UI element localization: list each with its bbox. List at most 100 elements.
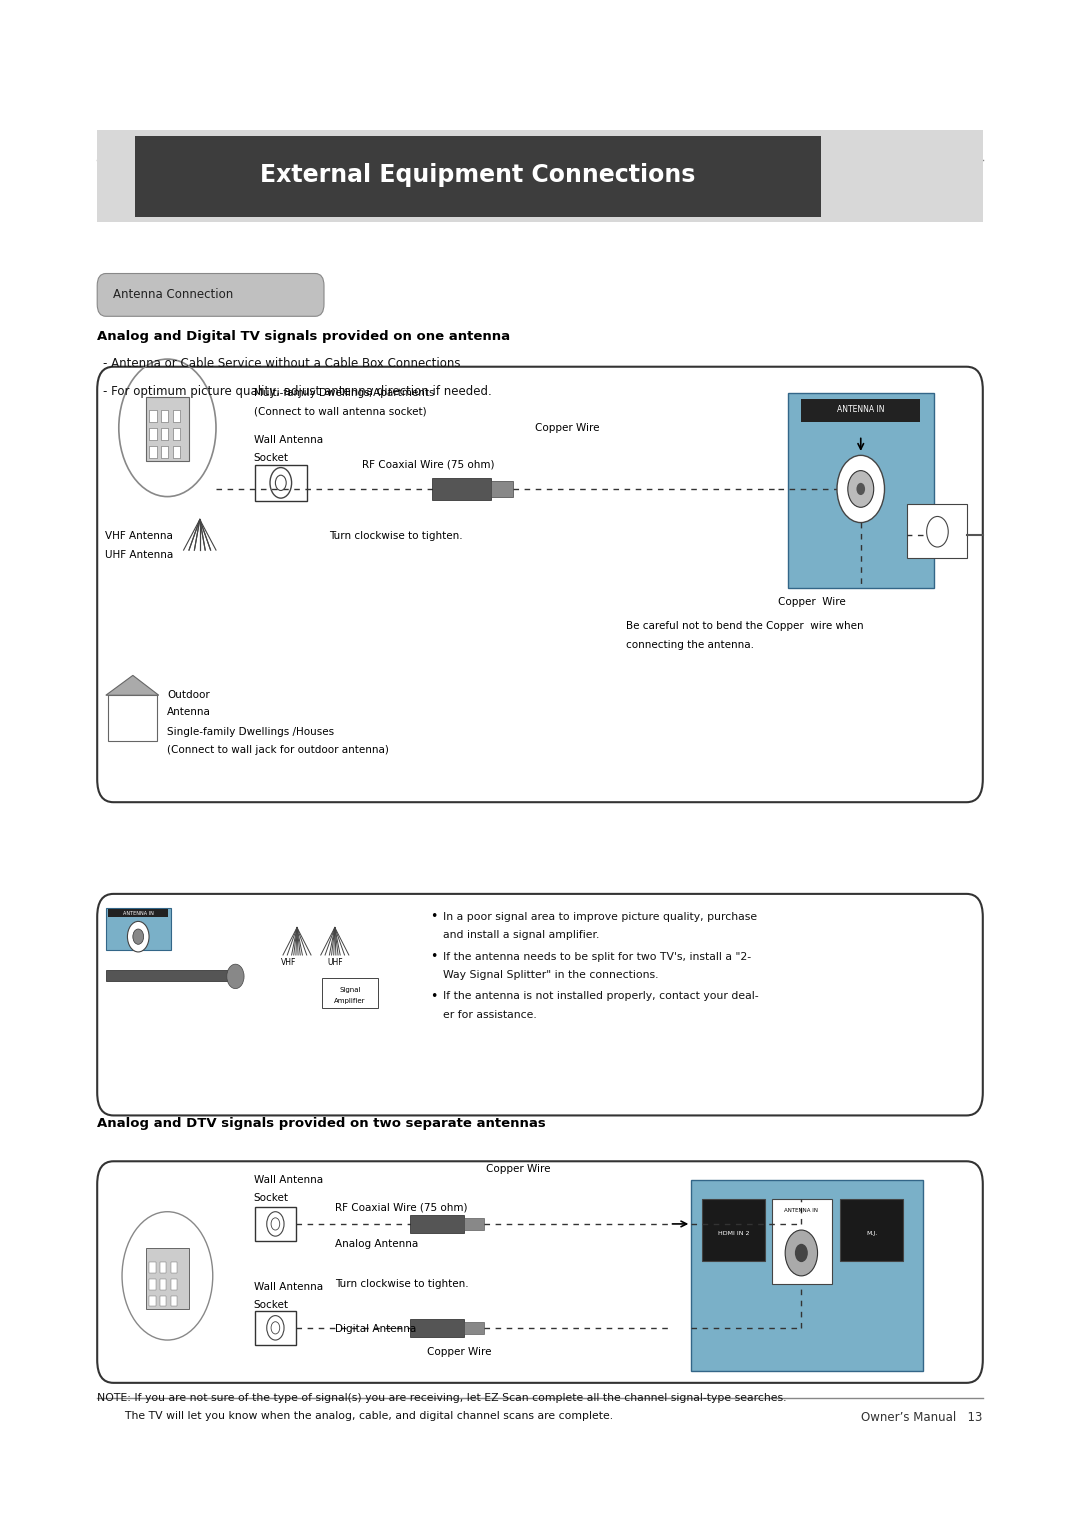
Circle shape xyxy=(785,1230,818,1276)
Text: RF Coaxial Wire (75 ohm): RF Coaxial Wire (75 ohm) xyxy=(362,460,495,469)
Text: Way Signal Splitter" in the connections.: Way Signal Splitter" in the connections. xyxy=(443,970,659,979)
Text: If the antenna is not installed properly, contact your deal-: If the antenna is not installed properly… xyxy=(443,992,758,1001)
Bar xyxy=(432,478,491,500)
Circle shape xyxy=(227,964,244,989)
Bar xyxy=(840,1199,903,1261)
Bar xyxy=(702,1199,765,1261)
Bar xyxy=(146,397,189,461)
Bar xyxy=(171,1279,177,1290)
Polygon shape xyxy=(106,675,159,695)
Text: The TV will let you know when the analog, cable, and digital channel scans are c: The TV will let you know when the analog… xyxy=(97,1412,613,1421)
Text: UHF: UHF xyxy=(327,958,342,967)
Bar xyxy=(171,1296,177,1306)
Bar xyxy=(691,1180,923,1371)
Bar xyxy=(160,1262,166,1273)
Text: RF Coaxial Wire (75 ohm): RF Coaxial Wire (75 ohm) xyxy=(335,1203,468,1212)
Text: Digital Antenna: Digital Antenna xyxy=(335,1325,416,1334)
Text: External Equipment Connections: External Equipment Connections xyxy=(259,163,696,186)
Text: ANTENNA IN: ANTENNA IN xyxy=(837,405,885,414)
Text: connecting the antenna.: connecting the antenna. xyxy=(626,640,755,649)
Circle shape xyxy=(795,1244,808,1262)
Text: Turn clockwise to tighten.: Turn clockwise to tighten. xyxy=(329,532,463,541)
FancyBboxPatch shape xyxy=(97,274,324,316)
Text: Copper Wire: Copper Wire xyxy=(535,423,599,432)
Circle shape xyxy=(837,455,885,523)
Text: Antenna Connection: Antenna Connection xyxy=(113,289,233,301)
Bar xyxy=(146,1248,189,1309)
Text: Analog and Digital TV signals provided on one antenna: Analog and Digital TV signals provided o… xyxy=(97,330,511,342)
Circle shape xyxy=(848,471,874,507)
Bar xyxy=(149,1279,156,1290)
Text: Analog Antenna: Analog Antenna xyxy=(335,1239,418,1248)
Bar xyxy=(106,970,235,981)
Text: Signal: Signal xyxy=(339,987,361,993)
Text: In a poor signal area to improve picture quality, purchase: In a poor signal area to improve picture… xyxy=(443,912,757,921)
Text: Copper  Wire: Copper Wire xyxy=(778,597,846,607)
Text: (Connect to wall jack for outdoor antenna): (Connect to wall jack for outdoor antenn… xyxy=(167,746,389,755)
Bar xyxy=(149,428,157,440)
Text: Amplifier: Amplifier xyxy=(334,998,366,1004)
Text: Socket: Socket xyxy=(254,1193,288,1203)
Text: Wall Antenna: Wall Antenna xyxy=(254,1282,323,1291)
Text: Antenna: Antenna xyxy=(167,707,212,717)
Text: - For optimum picture quality, adjust antenna direction if needed.: - For optimum picture quality, adjust an… xyxy=(103,385,491,397)
Bar xyxy=(135,136,821,217)
Bar xyxy=(161,428,168,440)
Text: VHF Antenna: VHF Antenna xyxy=(105,532,173,541)
Bar xyxy=(772,1199,832,1284)
Text: (Connect to wall antenna socket): (Connect to wall antenna socket) xyxy=(254,406,427,416)
Text: and install a signal amplifier.: and install a signal amplifier. xyxy=(443,931,599,940)
Text: NOTE: If you are not sure of the type of signal(s) you are receiving, let EZ Sca: NOTE: If you are not sure of the type of… xyxy=(97,1394,786,1403)
Bar xyxy=(97,130,983,222)
Text: - Antenna or Cable Service without a Cable Box Connections: - Antenna or Cable Service without a Cab… xyxy=(103,358,460,370)
Text: •: • xyxy=(430,911,437,923)
Text: •: • xyxy=(430,950,437,963)
Bar xyxy=(106,908,171,950)
Bar xyxy=(149,1262,156,1273)
Bar xyxy=(255,465,307,501)
Bar xyxy=(464,1218,484,1230)
Bar xyxy=(171,1262,177,1273)
Text: ANTENNA IN: ANTENNA IN xyxy=(784,1207,819,1213)
Bar xyxy=(108,909,168,917)
Bar xyxy=(149,446,157,458)
Bar xyxy=(788,393,934,588)
Bar xyxy=(410,1215,464,1233)
Bar xyxy=(410,1319,464,1337)
Text: Analog and DTV signals provided on two separate antennas: Analog and DTV signals provided on two s… xyxy=(97,1117,546,1129)
Text: If the antenna needs to be split for two TV's, install a "2-: If the antenna needs to be split for two… xyxy=(443,952,751,961)
Text: Single-family Dwellings /Houses: Single-family Dwellings /Houses xyxy=(167,727,335,736)
Text: Outdoor: Outdoor xyxy=(167,691,211,700)
Text: Wall Antenna: Wall Antenna xyxy=(254,435,323,445)
Text: HDMI IN 2: HDMI IN 2 xyxy=(717,1230,750,1236)
Bar xyxy=(108,695,157,741)
Text: Socket: Socket xyxy=(254,454,288,463)
Bar xyxy=(161,446,168,458)
FancyBboxPatch shape xyxy=(97,894,983,1115)
Circle shape xyxy=(133,929,144,944)
Bar xyxy=(173,446,180,458)
Bar xyxy=(801,399,920,422)
Text: Turn clockwise to tighten.: Turn clockwise to tighten. xyxy=(335,1279,469,1288)
Bar xyxy=(255,1311,296,1345)
Text: Owner’s Manual   13: Owner’s Manual 13 xyxy=(862,1412,983,1424)
Bar xyxy=(160,1279,166,1290)
Text: ANTENNA IN: ANTENNA IN xyxy=(123,911,153,917)
Bar xyxy=(149,410,157,422)
Text: Socket: Socket xyxy=(254,1300,288,1309)
Bar xyxy=(160,1296,166,1306)
FancyBboxPatch shape xyxy=(97,1161,983,1383)
Text: M.J.: M.J. xyxy=(866,1230,877,1236)
Bar xyxy=(173,410,180,422)
Circle shape xyxy=(127,921,149,952)
Bar xyxy=(149,1296,156,1306)
Bar xyxy=(491,481,513,497)
Text: Copper Wire: Copper Wire xyxy=(427,1348,491,1357)
Bar xyxy=(161,410,168,422)
FancyBboxPatch shape xyxy=(97,367,983,802)
Text: Wall Antenna: Wall Antenna xyxy=(254,1175,323,1184)
Text: VHF: VHF xyxy=(281,958,296,967)
Bar xyxy=(464,1322,484,1334)
Bar xyxy=(173,428,180,440)
Bar xyxy=(322,978,378,1008)
